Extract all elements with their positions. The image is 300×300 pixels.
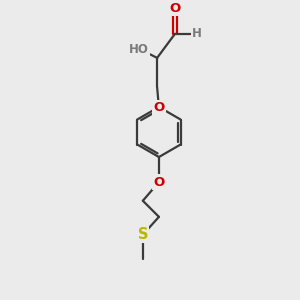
- Text: O: O: [169, 2, 181, 15]
- Text: O: O: [153, 176, 165, 188]
- Text: S: S: [138, 227, 148, 242]
- Text: O: O: [153, 101, 165, 114]
- Text: H: H: [191, 27, 201, 40]
- Text: HO: HO: [129, 43, 149, 56]
